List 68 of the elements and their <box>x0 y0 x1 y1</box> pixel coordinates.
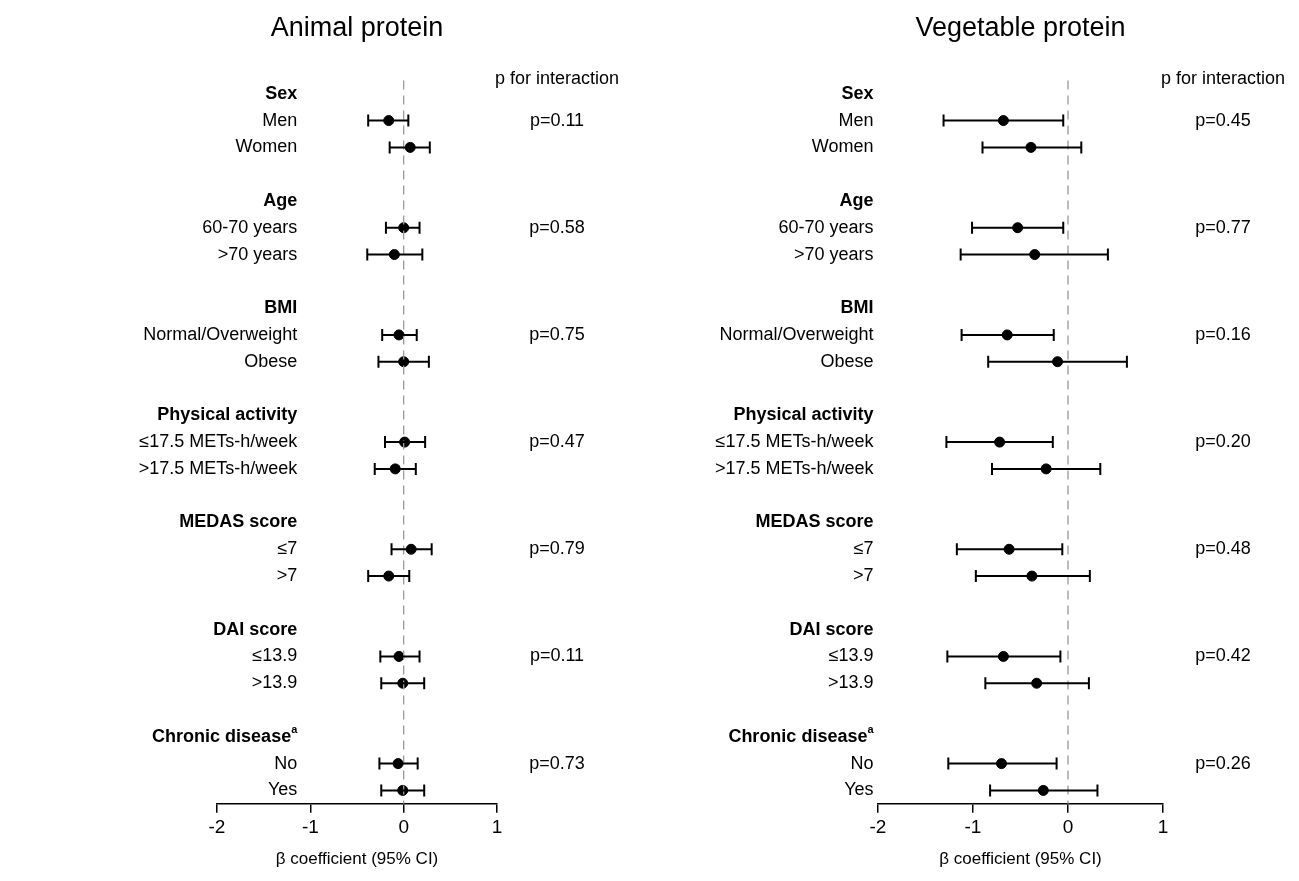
text: p=0.11 <box>529 645 585 666</box>
y-tick-label: Women <box>811 136 874 157</box>
x-tick-label: 1 <box>491 816 503 838</box>
y-tick-label: >17.5 METs-h/week <box>138 457 299 478</box>
y-tick-label: ≤7 <box>277 538 298 559</box>
y-tick-label: Physical activity <box>157 404 298 425</box>
y-tick-label: >7 <box>276 565 298 586</box>
text: p=0.11 <box>529 109 585 130</box>
y-tick-label: ≤13.9 <box>252 645 298 666</box>
y-tick-label: Men <box>262 109 298 130</box>
y-tick-label: Women <box>235 136 298 157</box>
annotation: p for interaction <box>494 68 620 89</box>
y-tick-label: 60-70 years <box>778 216 874 237</box>
y-tick-label: Obese <box>244 350 298 371</box>
text: p=0.47 <box>529 431 585 452</box>
y-tick-label: >70 years <box>217 243 298 264</box>
x-tick-label: 0 <box>398 816 409 838</box>
y-tick-label: ≤17.5 METs-h/week <box>715 431 875 452</box>
y-tick-label: Yes <box>844 779 874 800</box>
text: p=0.77 <box>1195 216 1251 237</box>
annotation: p for interaction <box>1160 68 1286 89</box>
y-tick-label: MEDAS score <box>755 511 874 532</box>
text: p=0.75 <box>529 323 585 344</box>
text: p=0.42 <box>1195 645 1251 666</box>
y-tick-label: Obese <box>820 350 874 371</box>
x-axis-title: β coefficient (95% CI) <box>939 849 1102 869</box>
x-tick-label: -1 <box>301 816 319 838</box>
y-tick-label: Normal/Overweight <box>719 323 874 344</box>
y-tick-label: BMI <box>840 297 874 318</box>
y-tick-label: 60-70 years <box>202 216 298 237</box>
y-tick-label: Age <box>839 189 874 210</box>
x-tick-label: -1 <box>964 816 982 838</box>
text: p=0.73 <box>529 752 585 773</box>
text: p=0.48 <box>1195 538 1251 559</box>
y-tick-label: MEDAS score <box>179 511 298 532</box>
text: p=0.45 <box>1195 109 1251 130</box>
x-tick-label: 0 <box>1062 816 1074 838</box>
y-tick-label: >70 years <box>794 243 874 264</box>
y-tick-label: DAI score <box>789 618 874 639</box>
y-tick-label: ≤17.5 METs-h/week <box>139 431 299 452</box>
y-tick-label: ≤13.9 <box>828 645 874 666</box>
y-tick-label: DAI score <box>213 618 298 639</box>
chart-title: Animal protein <box>270 11 444 42</box>
y-tick-label: >13.9 <box>828 672 874 693</box>
x-axis-title: β coefficient (95% CI) <box>275 849 439 869</box>
x-tick-label: -2 <box>208 816 226 838</box>
y-tick-label: >13.9 <box>251 672 298 693</box>
y-tick-label: No <box>850 752 874 773</box>
y-tick-label: Men <box>838 109 874 130</box>
text: p=0.16 <box>1195 323 1251 344</box>
x-tick-label: -2 <box>869 816 887 838</box>
chart-title: Vegetable protein <box>915 11 1126 42</box>
text: p=0.58 <box>529 216 585 237</box>
y-tick-label: >17.5 METs-h/week <box>714 457 875 478</box>
y-tick-label: Age <box>263 189 298 210</box>
y-tick-label: Sex <box>841 82 874 103</box>
x-tick-label: 1 <box>1157 816 1169 838</box>
text: p=0.26 <box>1195 752 1251 773</box>
y-tick-label: BMI <box>264 297 298 318</box>
y-tick-label: Normal/Overweight <box>143 323 298 344</box>
y-tick-label: Physical activity <box>733 404 874 425</box>
y-tick-label: Yes <box>267 779 298 800</box>
y-tick-label: Sex <box>265 82 298 103</box>
y-tick-label: No <box>274 752 298 773</box>
text: p=0.79 <box>529 538 585 559</box>
text: p=0.20 <box>1195 431 1251 452</box>
y-tick-label: >7 <box>853 565 874 586</box>
y-tick-label: ≤7 <box>853 538 874 559</box>
